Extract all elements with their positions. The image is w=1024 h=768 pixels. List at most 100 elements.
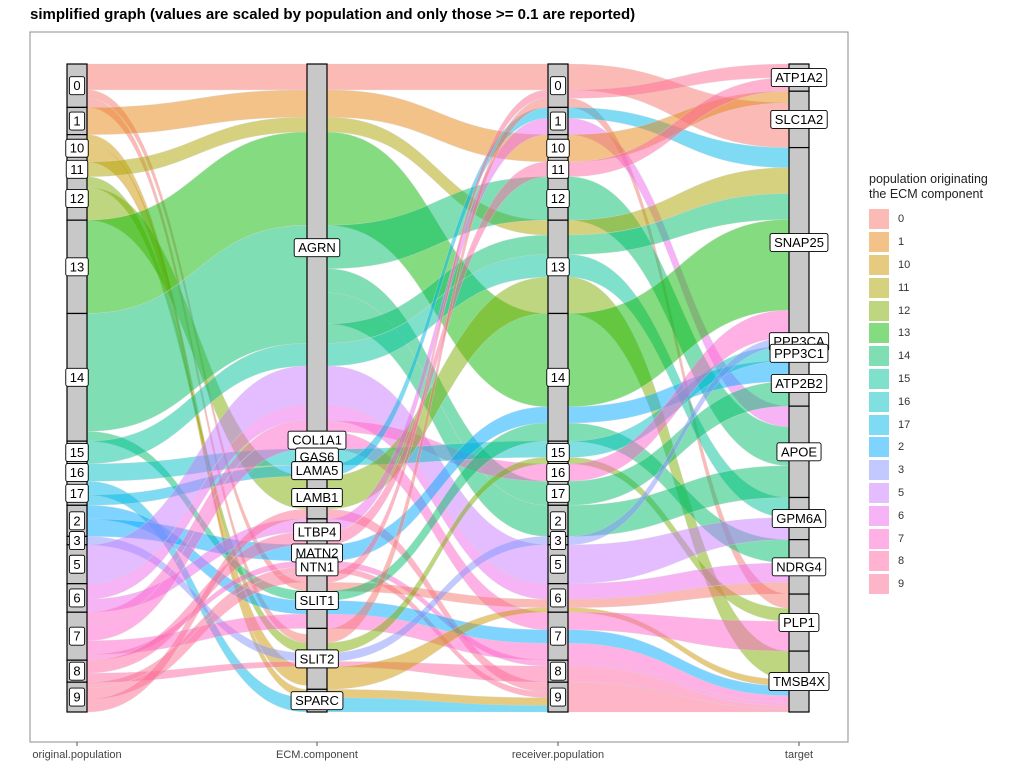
stratum-label-ecm-component-gas6: GAS6 bbox=[300, 450, 335, 465]
legend-title-line-1: population originating bbox=[869, 172, 988, 186]
legend-label-7: 7 bbox=[898, 532, 905, 545]
chart-title: simplified graph (values are scaled by p… bbox=[30, 6, 636, 23]
stratum-label-target-atp2b2: ATP2B2 bbox=[775, 376, 822, 391]
legend-label-17: 17 bbox=[898, 418, 911, 431]
stratum-label-original-population-11: 11 bbox=[70, 162, 84, 177]
stratum-label-receiver-population-3: 3 bbox=[554, 533, 561, 548]
legend-label-13: 13 bbox=[898, 327, 911, 340]
stratum-label-target-ppp3c1: PPP3C1 bbox=[774, 346, 824, 361]
stratum-label-receiver-population-5: 5 bbox=[554, 557, 561, 572]
stratum-label-target-tmsb4x: TMSB4X bbox=[773, 674, 825, 689]
legend-key-15 bbox=[869, 368, 889, 389]
stratum-label-original-population-12: 12 bbox=[70, 191, 84, 206]
legend-item-15: 15 bbox=[869, 368, 988, 391]
legend-key-12 bbox=[869, 300, 889, 321]
legend-item-8: 8 bbox=[869, 550, 988, 573]
legend-label-16: 16 bbox=[898, 395, 911, 408]
stratum-label-receiver-population-17: 17 bbox=[551, 486, 565, 501]
stratum-label-original-population-7: 7 bbox=[73, 629, 80, 644]
legend-item-16: 16 bbox=[869, 390, 988, 413]
x-axis: original.population ECM.component receiver… bbox=[32, 742, 813, 761]
legend-label-5: 5 bbox=[898, 486, 905, 499]
stratum-label-target-plp1: PLP1 bbox=[783, 615, 815, 630]
legend-key-1 bbox=[869, 232, 889, 253]
legend-key-17 bbox=[869, 414, 889, 435]
legend-label-11: 11 bbox=[898, 281, 910, 294]
legend-key-13 bbox=[869, 323, 889, 344]
stratum-label-ecm-component-lamb1: LAMB1 bbox=[296, 490, 339, 505]
legend-label-1: 1 bbox=[898, 236, 905, 249]
legend-item-6: 6 bbox=[869, 504, 988, 527]
stratum-label-original-population-17: 17 bbox=[70, 486, 84, 501]
stratum-label-ecm-component-slit2: SLIT2 bbox=[300, 651, 335, 666]
legend-key-6 bbox=[869, 505, 889, 526]
legend-key-11 bbox=[869, 277, 889, 298]
legend-label-14: 14 bbox=[898, 350, 911, 363]
stratum-label-original-population-13: 13 bbox=[70, 259, 84, 274]
legend-title-line-2: the ECM component bbox=[869, 187, 983, 201]
stratum-label-target-apoe: APOE bbox=[781, 444, 817, 459]
legend-label-2: 2 bbox=[898, 441, 905, 454]
legend-key-5 bbox=[869, 482, 889, 503]
stratum-label-receiver-population-10: 10 bbox=[551, 141, 565, 156]
stratum-label-original-population-10: 10 bbox=[70, 141, 84, 156]
stratum-label-ecm-component-ltbp4: LTBP4 bbox=[298, 524, 337, 539]
stratum-label-receiver-population-7: 7 bbox=[554, 629, 561, 644]
stratum-label-target-gpm6a: GPM6A bbox=[776, 511, 822, 526]
stratum-label-receiver-population-12: 12 bbox=[551, 191, 565, 206]
legend-key-3 bbox=[869, 460, 889, 481]
legend-key-0 bbox=[869, 209, 889, 230]
legend-item-12: 12 bbox=[869, 299, 988, 322]
plot-panel bbox=[29, 31, 849, 743]
legend-item-7: 7 bbox=[869, 527, 988, 550]
x-tick-label-receiver-population: receiver.population bbox=[512, 749, 604, 761]
legend-item-10: 10 bbox=[869, 254, 988, 277]
stratum-label-ecm-component-slit1: SLIT1 bbox=[300, 593, 335, 608]
legend-label-3: 3 bbox=[898, 464, 905, 477]
legend-label-15: 15 bbox=[898, 372, 911, 385]
stratum-label-target-ndrg4: NDRG4 bbox=[776, 559, 822, 574]
legend-items: 0 1 10 11 12 13 14 15 16 17 2 3 5 6 7 8 9 bbox=[869, 208, 988, 596]
legend-label-8: 8 bbox=[898, 555, 905, 568]
stratum-label-target-atp1a2: ATP1A2 bbox=[775, 70, 822, 85]
legend-key-9 bbox=[869, 574, 889, 595]
stratum-label-receiver-population-8: 8 bbox=[554, 664, 561, 679]
legend-key-16 bbox=[869, 391, 889, 412]
stratum-label-receiver-population-13: 13 bbox=[551, 259, 565, 274]
stratum-label-ecm-component-ntn1: NTN1 bbox=[300, 559, 334, 574]
x-tick-label-target: target bbox=[785, 749, 813, 761]
stratum-label-receiver-population-2: 2 bbox=[554, 513, 561, 528]
legend-label-10: 10 bbox=[898, 258, 911, 271]
stratum-label-ecm-component-matn2: MATN2 bbox=[295, 545, 338, 560]
legend-item-13: 13 bbox=[869, 322, 988, 345]
stratum-label-receiver-population-14: 14 bbox=[551, 370, 565, 385]
stratum-layer: 0110111213141516172356789AGRNCOL1A1GAS6L… bbox=[65, 63, 830, 713]
legend-label-9: 9 bbox=[898, 578, 905, 591]
stratum-label-original-population-15: 15 bbox=[70, 445, 84, 460]
stratum-label-receiver-population-1: 1 bbox=[554, 114, 561, 129]
stratum-label-ecm-component-sparc: SPARC bbox=[295, 693, 339, 708]
legend-key-2 bbox=[869, 437, 889, 458]
legend: population originating the ECM component… bbox=[869, 172, 988, 596]
legend-key-7 bbox=[869, 528, 889, 549]
stratum-label-target-slc1a2: SLC1A2 bbox=[775, 112, 823, 127]
stratum-label-ecm-component-agrn: AGRN bbox=[298, 240, 336, 255]
stratum-label-ecm-component-lama5: LAMA5 bbox=[296, 463, 339, 478]
stratum-label-ecm-component-col1a1: COL1A1 bbox=[292, 433, 342, 448]
legend-key-8 bbox=[869, 551, 889, 572]
legend-label-0: 0 bbox=[898, 213, 905, 226]
stratum-label-receiver-population-11: 11 bbox=[551, 162, 565, 177]
x-tick-label-ecm-component: ECM.component bbox=[276, 749, 358, 761]
legend-item-1: 1 bbox=[869, 231, 988, 254]
alluvial-chart: 0110111213141516172356789AGRNCOL1A1GAS6L… bbox=[29, 31, 849, 761]
stratum-label-original-population-0: 0 bbox=[73, 78, 80, 93]
stratum-label-original-population-9: 9 bbox=[73, 690, 80, 705]
legend-item-17: 17 bbox=[869, 413, 988, 436]
legend-item-2: 2 bbox=[869, 436, 988, 459]
stratum-label-target-snap25: SNAP25 bbox=[774, 235, 824, 250]
stratum-label-original-population-1: 1 bbox=[73, 114, 80, 129]
stratum-label-receiver-population-0: 0 bbox=[554, 78, 561, 93]
stratum-label-original-population-14: 14 bbox=[70, 370, 84, 385]
legend-item-9: 9 bbox=[869, 573, 988, 596]
stratum-label-receiver-population-15: 15 bbox=[551, 445, 565, 460]
